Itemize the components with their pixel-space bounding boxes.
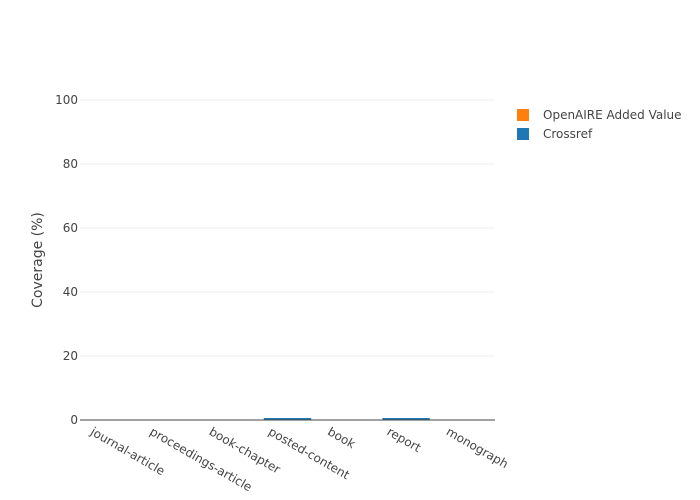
x-tick-label: monograph (444, 424, 511, 471)
x-tick-labels: journal-articleproceedings-articlebook-c… (87, 424, 510, 494)
legend-label: OpenAIRE Added Value (543, 108, 682, 122)
legend-label: Crossref (543, 127, 593, 141)
y-tick-label: 80 (63, 157, 78, 171)
y-tick-label: 20 (63, 349, 78, 363)
y-tick-labels: 0 20 40 60 80 100 (55, 93, 78, 427)
y-tick-label: 100 (55, 93, 78, 107)
x-tick-label: proceedings-article (147, 424, 254, 494)
x-tick-label: report (385, 424, 424, 455)
y-axis-title: Coverage (%) (30, 212, 46, 308)
legend-swatch (517, 109, 529, 121)
bar-posted-content-crossref[interactable] (263, 418, 312, 420)
gridlines (80, 99, 495, 357)
y-tick-label: 0 (70, 413, 78, 427)
x-tick-label: book (325, 424, 357, 451)
y-tick-label: 40 (63, 285, 78, 299)
legend[interactable]: OpenAIRE Added Value Crossref (517, 108, 682, 141)
y-tick-label: 60 (63, 221, 78, 235)
legend-swatch (517, 128, 529, 140)
bar-report-crossref[interactable] (382, 418, 430, 420)
bars (263, 418, 430, 420)
